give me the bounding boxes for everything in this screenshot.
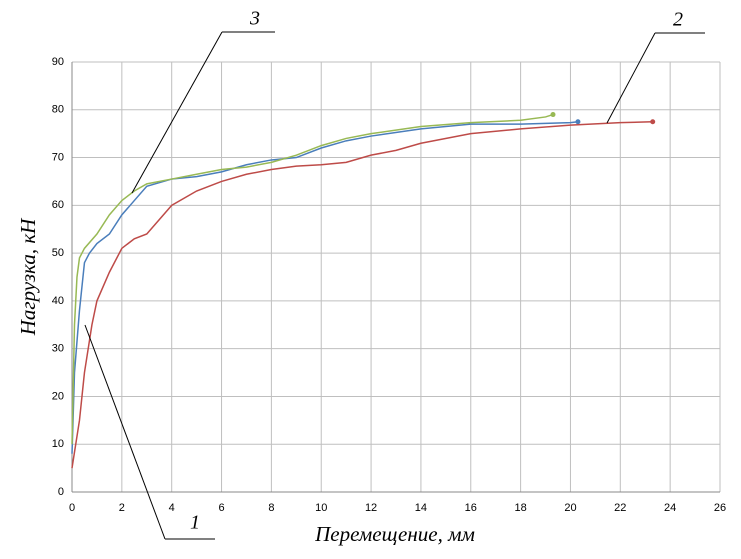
y-tick-label: 60 xyxy=(52,199,64,211)
y-tick-label: 80 xyxy=(52,104,64,116)
x-tick-label: 20 xyxy=(564,502,576,514)
y-tick-label: 40 xyxy=(52,295,64,307)
x-tick-label: 22 xyxy=(614,502,626,514)
series-label: 1 xyxy=(190,512,200,534)
x-tick-label: 14 xyxy=(415,502,427,514)
y-tick-label: 90 xyxy=(52,56,64,68)
x-tick-label: 2 xyxy=(119,502,125,514)
series-label: 3 xyxy=(249,8,260,30)
leader-line xyxy=(131,31,223,194)
data-line xyxy=(71,120,579,454)
data-line xyxy=(71,113,554,445)
y-tick-label: 20 xyxy=(52,390,64,402)
y-tick-label: 70 xyxy=(52,151,64,163)
x-tick-label: 10 xyxy=(315,502,327,514)
data-line xyxy=(71,120,653,469)
y-tick-label: 0 xyxy=(58,486,64,498)
leader-line xyxy=(84,324,166,540)
x-tick-label: 0 xyxy=(69,502,75,514)
x-tick-label: 6 xyxy=(218,502,224,514)
y-tick-label: 30 xyxy=(52,343,64,355)
x-axis-title: Перемещение, мм xyxy=(314,522,475,546)
y-tick-label: 10 xyxy=(52,438,64,450)
x-tick-label: 12 xyxy=(365,502,377,514)
y-axis-title: Нагрузка, кН xyxy=(16,217,40,336)
end-marker xyxy=(650,119,656,125)
series-label: 2 xyxy=(673,9,683,31)
x-tick-label: 8 xyxy=(268,502,274,514)
leader-line xyxy=(606,32,656,124)
y-tick-label: 50 xyxy=(52,247,64,259)
x-tick-label: 16 xyxy=(465,502,477,514)
x-tick-label: 26 xyxy=(714,502,726,514)
end-marker xyxy=(550,112,556,118)
x-tick-label: 18 xyxy=(514,502,526,514)
x-tick-label: 4 xyxy=(169,502,175,514)
end-marker xyxy=(575,119,581,125)
x-tick-label: 24 xyxy=(664,502,676,514)
